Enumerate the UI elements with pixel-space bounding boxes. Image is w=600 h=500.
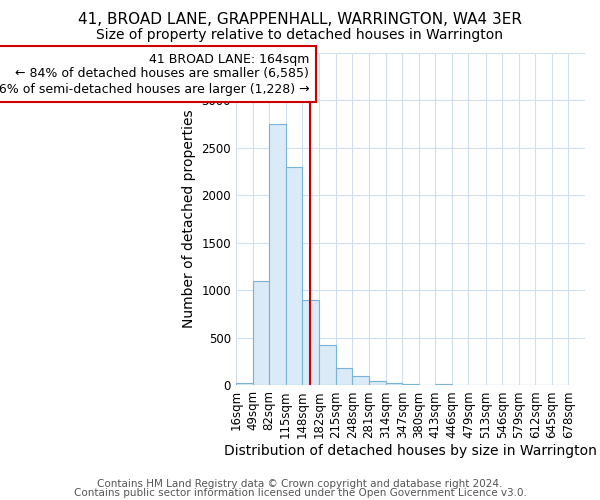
Bar <box>336 368 352 386</box>
Text: 41, BROAD LANE, GRAPPENHALL, WARRINGTON, WA4 3ER: 41, BROAD LANE, GRAPPENHALL, WARRINGTON,… <box>78 12 522 28</box>
Text: Contains public sector information licensed under the Open Government Licence v3: Contains public sector information licen… <box>74 488 526 498</box>
Bar <box>402 384 419 386</box>
Text: 41 BROAD LANE: 164sqm
← 84% of detached houses are smaller (6,585)
16% of semi-d: 41 BROAD LANE: 164sqm ← 84% of detached … <box>0 52 309 96</box>
Bar <box>319 344 336 386</box>
Bar <box>253 281 269 386</box>
Text: Contains HM Land Registry data © Crown copyright and database right 2024.: Contains HM Land Registry data © Crown c… <box>97 479 503 489</box>
Bar <box>236 382 253 386</box>
Bar <box>286 166 302 386</box>
Bar <box>369 380 386 386</box>
Bar <box>302 300 319 386</box>
Y-axis label: Number of detached properties: Number of detached properties <box>182 110 196 328</box>
X-axis label: Distribution of detached houses by size in Warrington: Distribution of detached houses by size … <box>224 444 597 458</box>
Bar <box>352 376 369 386</box>
Text: Size of property relative to detached houses in Warrington: Size of property relative to detached ho… <box>97 28 503 42</box>
Bar <box>269 124 286 386</box>
Bar <box>436 384 452 386</box>
Bar <box>386 382 402 386</box>
